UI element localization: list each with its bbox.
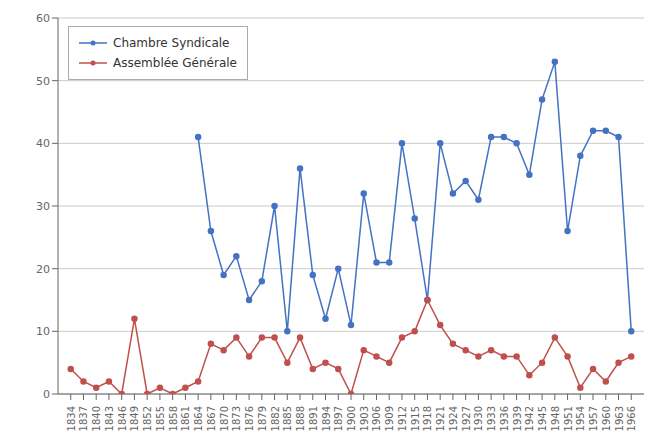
svg-text:0: 0 bbox=[43, 388, 50, 401]
svg-text:20: 20 bbox=[36, 263, 50, 276]
svg-text:1837: 1837 bbox=[78, 406, 89, 431]
svg-text:1933: 1933 bbox=[486, 406, 497, 431]
svg-text:1945: 1945 bbox=[537, 406, 548, 431]
svg-text:1942: 1942 bbox=[524, 406, 535, 431]
svg-text:1834: 1834 bbox=[66, 406, 77, 431]
svg-text:1858: 1858 bbox=[168, 406, 179, 431]
svg-text:1876: 1876 bbox=[244, 406, 255, 431]
svg-text:1849: 1849 bbox=[129, 406, 140, 431]
svg-text:1891: 1891 bbox=[308, 406, 319, 431]
svg-text:50: 50 bbox=[36, 75, 50, 88]
svg-text:1903: 1903 bbox=[359, 406, 370, 431]
svg-text:1909: 1909 bbox=[384, 406, 395, 431]
svg-text:1957: 1957 bbox=[588, 406, 599, 431]
svg-text:30: 30 bbox=[36, 200, 50, 213]
svg-text:1846: 1846 bbox=[117, 406, 128, 431]
svg-text:1936: 1936 bbox=[499, 406, 510, 431]
svg-text:1852: 1852 bbox=[142, 406, 153, 431]
svg-text:1912: 1912 bbox=[397, 406, 408, 431]
svg-text:1954: 1954 bbox=[575, 406, 586, 431]
svg-text:1843: 1843 bbox=[104, 406, 115, 431]
svg-text:1897: 1897 bbox=[333, 406, 344, 431]
svg-text:1963: 1963 bbox=[614, 406, 625, 431]
svg-text:1840: 1840 bbox=[91, 406, 102, 431]
svg-text:1915: 1915 bbox=[410, 406, 421, 431]
svg-text:1900: 1900 bbox=[346, 406, 357, 431]
html-text:Chambre Syndicale: Chambre Syndicale bbox=[113, 36, 230, 50]
svg-text:1870: 1870 bbox=[219, 406, 230, 431]
svg-text:1924: 1924 bbox=[448, 406, 459, 431]
svg-text:40: 40 bbox=[36, 137, 50, 150]
svg-text:1951: 1951 bbox=[563, 406, 574, 431]
svg-text:1960: 1960 bbox=[601, 406, 612, 431]
svg-text:1948: 1948 bbox=[550, 406, 561, 431]
svg-text:1966: 1966 bbox=[626, 406, 637, 431]
svg-text:1855: 1855 bbox=[155, 406, 166, 431]
svg-text:1888: 1888 bbox=[295, 406, 306, 431]
svg-text:1906: 1906 bbox=[371, 406, 382, 431]
svg-text:1885: 1885 bbox=[282, 406, 293, 431]
svg-text:1873: 1873 bbox=[231, 406, 242, 431]
svg-text:1921: 1921 bbox=[435, 406, 446, 431]
svg-text:1864: 1864 bbox=[193, 406, 204, 431]
html-text:Assemblée Générale: Assemblée Générale bbox=[113, 56, 237, 70]
svg-text:60: 60 bbox=[36, 12, 50, 25]
svg-text:1861: 1861 bbox=[180, 406, 191, 431]
svg-text:1930: 1930 bbox=[473, 406, 484, 431]
svg-text:1882: 1882 bbox=[270, 406, 281, 431]
svg-text:10: 10 bbox=[36, 325, 50, 338]
svg-text:1894: 1894 bbox=[321, 406, 332, 431]
svg-text:1918: 1918 bbox=[422, 406, 433, 431]
svg-text:1939: 1939 bbox=[512, 406, 523, 431]
svg-text:1879: 1879 bbox=[257, 406, 268, 431]
svg-text:1867: 1867 bbox=[206, 406, 217, 431]
svg-text:1927: 1927 bbox=[461, 406, 472, 431]
